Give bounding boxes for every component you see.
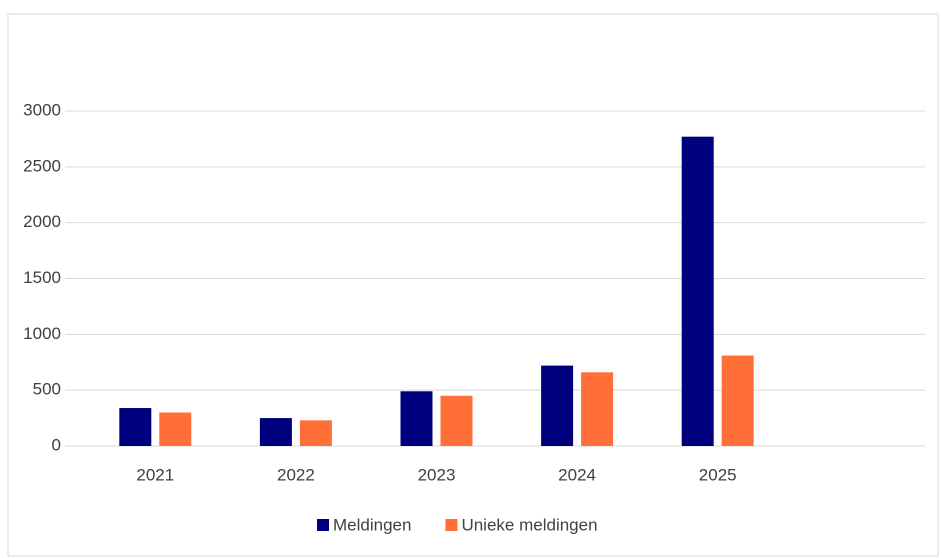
bar [400, 391, 433, 446]
y-tick-label: 1500 [23, 268, 61, 287]
x-tick-label: 2025 [699, 465, 737, 484]
x-tick-label: 2023 [418, 465, 456, 484]
legend-swatch [317, 519, 329, 531]
y-tick-label: 500 [33, 380, 61, 399]
y-tick-label: 2500 [23, 156, 61, 175]
y-tick-label: 2000 [23, 212, 61, 231]
legend-label: Meldingen [333, 515, 411, 534]
legend-swatch [445, 519, 458, 531]
bar [440, 395, 473, 446]
chart-border [7, 13, 939, 557]
bar [541, 365, 574, 446]
y-tick-label: 1000 [23, 324, 61, 343]
bar [581, 372, 614, 446]
bar [721, 355, 754, 446]
x-tick-label: 2022 [277, 465, 315, 484]
bar [681, 136, 714, 446]
bar [159, 412, 192, 446]
x-tick-label: 2021 [136, 465, 174, 484]
legend-label: Unieke meldingen [461, 515, 597, 534]
bar [299, 420, 332, 446]
y-tick-label: 3000 [23, 100, 61, 119]
bar [259, 418, 292, 446]
bar [119, 408, 152, 446]
y-tick-label: 0 [52, 435, 61, 454]
x-tick-label: 2024 [558, 465, 596, 484]
